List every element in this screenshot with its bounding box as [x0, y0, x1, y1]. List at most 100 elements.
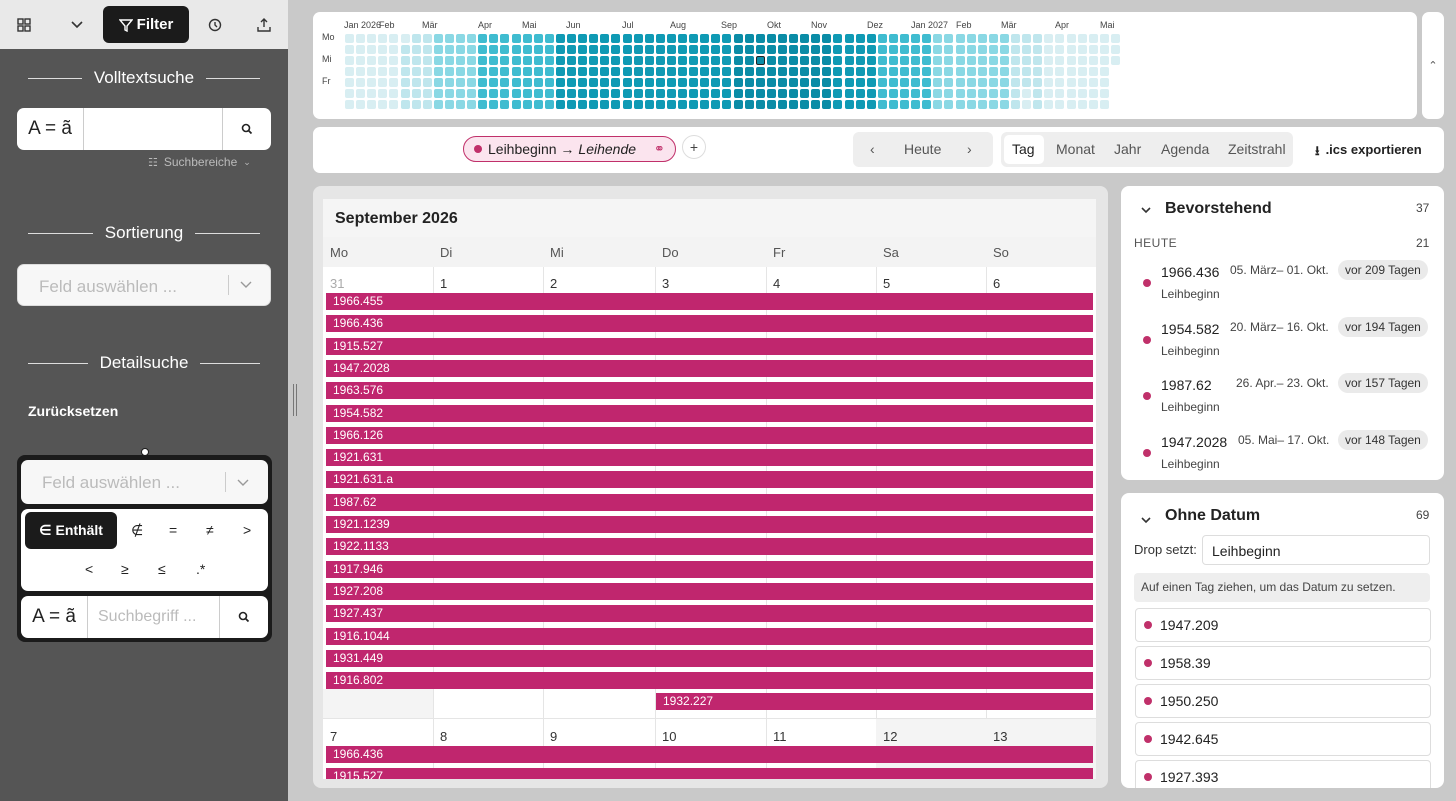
heatmap-cell[interactable] — [777, 100, 787, 109]
heatmap-cell[interactable] — [955, 100, 965, 109]
heatmap-cell[interactable] — [356, 100, 366, 109]
heatmap-cell[interactable] — [766, 56, 776, 65]
heatmap-cell[interactable] — [456, 34, 465, 43]
heatmap-cell[interactable] — [744, 34, 754, 43]
heatmap-cell[interactable] — [345, 100, 354, 109]
heatmap-cell[interactable] — [1088, 89, 1098, 98]
heatmap-cell[interactable] — [511, 34, 521, 43]
heatmap-cell[interactable] — [567, 45, 576, 54]
heatmap-cell[interactable] — [800, 67, 810, 76]
heatmap-cell[interactable] — [822, 34, 832, 43]
heatmap-cell[interactable] — [855, 56, 865, 65]
search-areas-dropdown[interactable]: ☷ Suchbereiche ⌄ — [148, 155, 251, 169]
day-number[interactable]: 12 — [883, 729, 898, 744]
heatmap-cell[interactable] — [755, 89, 765, 98]
heatmap-cell[interactable] — [1022, 100, 1032, 109]
heatmap-cell[interactable] — [345, 34, 354, 43]
heatmap-cell[interactable] — [478, 34, 488, 43]
heatmap-cell[interactable] — [1088, 34, 1098, 43]
heatmap-cell[interactable] — [467, 34, 477, 43]
heatmap-cell[interactable] — [544, 89, 554, 98]
heatmap-cell[interactable] — [911, 56, 921, 65]
heatmap-cell[interactable] — [1011, 100, 1020, 109]
heatmap-cell[interactable] — [356, 67, 366, 76]
heatmap-cell[interactable] — [822, 67, 832, 76]
heatmap-cell[interactable] — [966, 78, 976, 87]
event-bar[interactable]: 1954.582 — [326, 404, 1093, 422]
heatmap-cell[interactable] — [467, 89, 477, 98]
heatmap-cell[interactable] — [1077, 89, 1087, 98]
event-bar[interactable]: 1922.1133 — [326, 538, 1093, 556]
heatmap-cell[interactable] — [1066, 100, 1076, 109]
heatmap-cell[interactable] — [578, 34, 588, 43]
heatmap-cell[interactable] — [389, 67, 399, 76]
heatmap-cell[interactable] — [789, 56, 798, 65]
heatmap-cell[interactable] — [844, 89, 854, 98]
heatmap-cell[interactable] — [700, 34, 710, 43]
event-bar[interactable]: 1921.1239 — [326, 516, 1093, 533]
heatmap-cell[interactable] — [422, 34, 432, 43]
heatmap-cell[interactable] — [722, 100, 732, 109]
heatmap-cell[interactable] — [755, 34, 765, 43]
heatmap-cell[interactable] — [744, 56, 754, 65]
heatmap-cell[interactable] — [988, 34, 998, 43]
heatmap-cell[interactable] — [911, 67, 921, 76]
heatmap-cell[interactable] — [966, 100, 976, 109]
heatmap-cell[interactable] — [733, 56, 743, 65]
heatmap-cell[interactable] — [644, 56, 654, 65]
heatmap-cell[interactable] — [567, 89, 576, 98]
collapse-heatmap-button[interactable]: ⌃ — [1422, 12, 1444, 119]
heatmap-cell[interactable] — [955, 89, 965, 98]
heatmap-cell[interactable] — [400, 78, 410, 87]
heatmap-cell[interactable] — [689, 67, 699, 76]
heatmap-cell[interactable] — [822, 100, 832, 109]
heatmap-cell[interactable] — [988, 100, 998, 109]
heatmap-cell[interactable] — [1088, 78, 1098, 87]
heatmap-cell[interactable] — [1044, 100, 1054, 109]
heatmap-cell[interactable] — [877, 56, 887, 65]
heatmap-cell[interactable] — [789, 67, 798, 76]
heatmap-cell[interactable] — [1099, 34, 1109, 43]
heatmap-cell[interactable] — [611, 56, 621, 65]
heatmap-cell[interactable] — [988, 56, 998, 65]
heatmap-cell[interactable] — [500, 67, 510, 76]
no-date-item[interactable]: 1927.393 — [1135, 760, 1431, 788]
heatmap-cell[interactable] — [433, 45, 443, 54]
heatmap-cell[interactable] — [589, 100, 599, 109]
heatmap-cell[interactable] — [1066, 89, 1076, 98]
heatmap-cell[interactable] — [589, 34, 599, 43]
heatmap-cell[interactable] — [600, 34, 610, 43]
heatmap-cell[interactable] — [888, 78, 898, 87]
heatmap-cell[interactable] — [389, 56, 399, 65]
heatmap-cell[interactable] — [500, 78, 510, 87]
heatmap-cell[interactable] — [811, 67, 821, 76]
heatmap-cell[interactable] — [666, 100, 676, 109]
heatmap-cell[interactable] — [955, 56, 965, 65]
heatmap-cell[interactable] — [811, 89, 821, 98]
heatmap-cell[interactable] — [977, 34, 987, 43]
heatmap-cell[interactable] — [600, 78, 610, 87]
heatmap-cell[interactable] — [866, 67, 876, 76]
event-bar[interactable]: 1966.126 — [326, 426, 1093, 444]
heatmap-cell[interactable] — [733, 67, 743, 76]
heatmap-cell[interactable] — [966, 89, 976, 98]
heatmap-cell[interactable] — [633, 67, 643, 76]
heatmap-cell[interactable] — [689, 89, 699, 98]
tab-zeitstrahl[interactable]: Zeitstrahl — [1228, 141, 1286, 157]
heatmap-cell[interactable] — [622, 56, 632, 65]
heatmap-cell[interactable] — [911, 78, 921, 87]
heatmap-cell[interactable] — [700, 78, 710, 87]
heatmap-cell[interactable] — [611, 78, 621, 87]
heatmap-cell[interactable] — [456, 67, 465, 76]
heatmap-cell[interactable] — [533, 45, 543, 54]
heatmap-cell[interactable] — [911, 89, 921, 98]
heatmap-cell[interactable] — [866, 34, 876, 43]
heatmap-cell[interactable] — [900, 45, 909, 54]
heatmap-cell[interactable] — [533, 100, 543, 109]
heatmap-cell[interactable] — [966, 34, 976, 43]
heatmap-cell[interactable] — [844, 78, 854, 87]
heatmap-cell[interactable] — [877, 45, 887, 54]
heatmap-cell[interactable] — [689, 56, 699, 65]
heatmap-cell[interactable] — [1055, 67, 1065, 76]
heatmap-cell[interactable] — [655, 100, 665, 109]
